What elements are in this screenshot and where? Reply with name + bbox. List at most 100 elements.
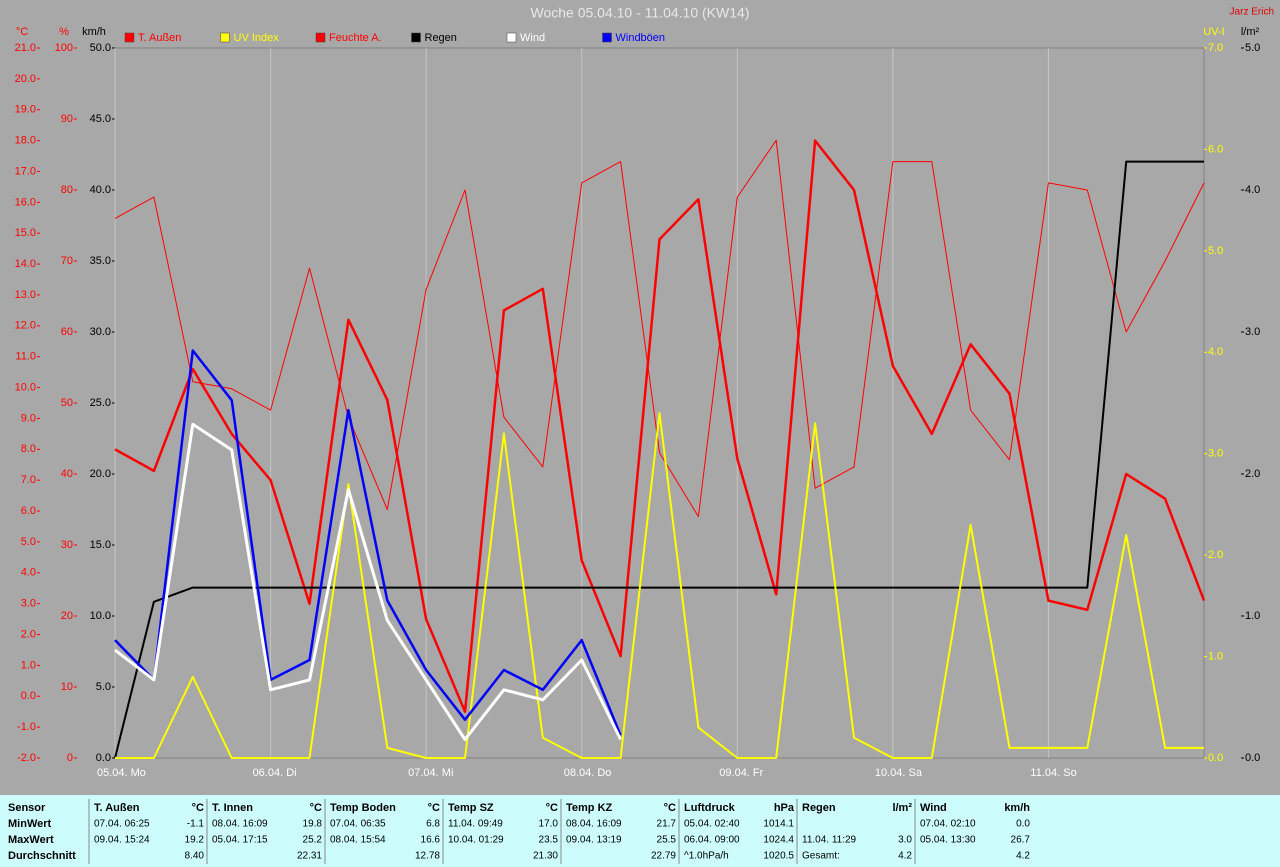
series-line xyxy=(114,422,622,741)
stats-cell: 8.40 xyxy=(185,851,205,862)
stats-row-label: Sensor xyxy=(8,802,46,814)
chart-title: Woche 05.04.10 - 11.04.10 (KW14) xyxy=(531,5,750,21)
stats-cell: 09.04. 15:24 xyxy=(94,835,150,846)
stats-header: Wind xyxy=(920,802,947,814)
stats-cell: 25.2 xyxy=(303,835,323,846)
legend-label: Feuchte A. xyxy=(329,32,382,44)
series-line xyxy=(114,160,1204,759)
series-line xyxy=(114,349,622,736)
stats-unit: °C xyxy=(192,802,204,814)
legend-swatch xyxy=(411,32,421,43)
legend-swatch xyxy=(220,32,230,43)
stats-unit: km/h xyxy=(1004,802,1030,814)
axis-unit: UV-I xyxy=(1203,26,1224,38)
stats-cell: -1.1 xyxy=(187,819,205,830)
y-tick-label: 50 xyxy=(61,397,73,409)
stats-header: Regen xyxy=(802,802,836,814)
y-tick-label: 0.0 xyxy=(1208,752,1223,764)
y-tick-label: 25.0 xyxy=(90,397,111,409)
y-tick-label: 0.0 xyxy=(96,752,111,764)
stats-cell: 07.04. 06:25 xyxy=(94,819,150,830)
stats-row-label: MinWert xyxy=(8,818,52,830)
stats-header: T. Außen xyxy=(94,802,140,814)
stats-cell: 07.04. 06:35 xyxy=(330,819,386,830)
y-tick-label: 8.0 xyxy=(21,443,36,455)
y-tick-label: 10 xyxy=(61,681,73,693)
stats-unit: °C xyxy=(428,802,440,814)
y-tick-label: 0.0 xyxy=(1245,752,1260,764)
stats-cell: 08.04. 16:09 xyxy=(566,819,622,830)
stats-header: Temp KZ xyxy=(566,802,613,814)
y-tick-label: 30.0 xyxy=(90,326,111,338)
stats-cell: 08.04. 15:54 xyxy=(330,835,386,846)
stats-unit: °C xyxy=(546,802,558,814)
stats-unit: l/m² xyxy=(892,802,912,814)
y-tick-label: 14.0 xyxy=(15,258,36,270)
y-tick-label: 10.0 xyxy=(90,610,111,622)
stats-unit: °C xyxy=(310,802,322,814)
y-tick-label: 30 xyxy=(61,539,73,551)
y-tick-label: 90 xyxy=(61,113,73,125)
stats-cell: 16.6 xyxy=(421,835,441,846)
x-tick-label: 11.04. So xyxy=(1030,767,1076,779)
stats-cell: 0.0 xyxy=(1016,819,1030,830)
y-tick-label: 0 xyxy=(67,752,73,764)
series-line xyxy=(114,139,1206,713)
axis-unit: km/h xyxy=(82,26,106,38)
y-tick-label: 4.0 xyxy=(1245,184,1260,196)
y-tick-label: 11.0 xyxy=(15,351,36,363)
stats-cell: 12.78 xyxy=(415,851,440,862)
stats-cell: 3.0 xyxy=(898,835,912,846)
stats-cell: 1014.1 xyxy=(763,819,794,830)
y-tick-label: 0.0 xyxy=(21,690,36,702)
y-tick-label: 21.0 xyxy=(15,42,36,54)
y-tick-label: 20.0 xyxy=(15,73,36,85)
stats-header: Luftdruck xyxy=(684,802,736,814)
y-tick-label: 15.0 xyxy=(15,227,36,239)
stats-cell: Gesamt: xyxy=(802,851,840,862)
y-tick-label: 12.0 xyxy=(15,320,36,332)
y-tick-label: 18.0 xyxy=(15,135,36,147)
legend-label: Windböen xyxy=(616,32,666,44)
y-tick-label: 20.0 xyxy=(90,468,111,480)
stats-cell: 22.79 xyxy=(651,851,676,862)
x-tick-label: 09.04. Fr xyxy=(719,767,763,779)
stats-unit: hPa xyxy=(774,802,795,814)
series-line xyxy=(114,139,1205,518)
stats-cell: 6.8 xyxy=(426,819,440,830)
y-tick-label: 2.0 xyxy=(21,628,36,640)
stats-cell: 26.7 xyxy=(1011,835,1031,846)
legend-label: T. Außen xyxy=(138,32,181,44)
y-tick-label: 80 xyxy=(61,184,73,196)
stats-cell: 22.31 xyxy=(297,851,322,862)
y-tick-label: 3.0 xyxy=(1245,326,1260,338)
y-tick-label: 100 xyxy=(55,42,73,54)
y-tick-label: 10.0 xyxy=(15,381,36,393)
stats-cell: 05.04. 17:15 xyxy=(212,835,268,846)
x-tick-label: 08.04. Do xyxy=(564,767,612,779)
legend-swatch xyxy=(506,32,517,43)
stats-header: T. Innen xyxy=(212,802,253,814)
stats-cell: 07.04. 02:10 xyxy=(920,819,976,830)
stats-cell: 1020.5 xyxy=(763,851,794,862)
y-tick-label: 5.0 xyxy=(1208,245,1223,257)
stats-cell: 1024.4 xyxy=(763,835,794,846)
stats-row-label: Durchschnitt xyxy=(8,850,76,862)
stats-cell: 08.04. 16:09 xyxy=(212,819,268,830)
y-tick-label: 1.0 xyxy=(1208,650,1223,662)
stats-cell: 10.04. 01:29 xyxy=(448,835,504,846)
author: Jarz Erich xyxy=(1230,7,1274,18)
stats-row-label: MaxWert xyxy=(8,834,54,846)
y-tick-label: 19.0 xyxy=(15,104,36,116)
axis-unit: % xyxy=(59,26,69,38)
y-tick-label: 15.0 xyxy=(90,539,111,551)
x-tick-label: 06.04. Di xyxy=(253,767,297,779)
y-tick-label: 1.0 xyxy=(1245,610,1260,622)
y-tick-label: 13.0 xyxy=(15,289,36,301)
stats-unit: °C xyxy=(664,802,676,814)
y-tick-label: 6.0 xyxy=(21,505,36,517)
stats-cell: 25.5 xyxy=(657,835,677,846)
axis-unit: °C xyxy=(16,26,28,38)
y-tick-label: 5.0 xyxy=(1245,42,1260,54)
